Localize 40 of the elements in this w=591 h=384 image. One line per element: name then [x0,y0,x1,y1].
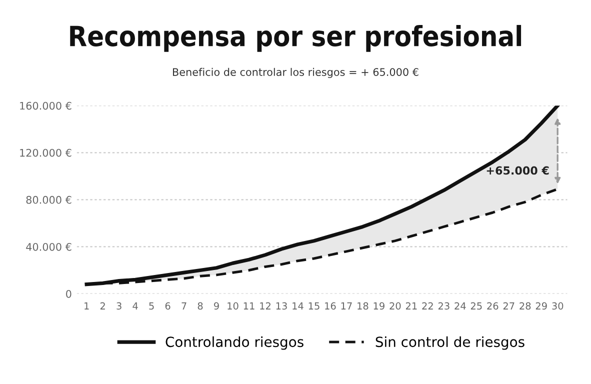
x-tick-label: 15 [308,302,320,310]
y-tick-label: 40.000 € [26,242,72,251]
x-tick-label: 9 [214,302,219,310]
x-tick-label: 16 [325,302,336,310]
x-tick-label: 3 [116,302,122,310]
y-tick-label: 120.000 € [20,148,72,157]
x-tick-label: 4 [132,302,138,310]
x-tick-label: 10 [228,302,238,310]
x-tick-label: 24 [454,302,466,310]
x-tick-label: 19 [374,302,384,310]
x-tick-label: 11 [244,302,254,310]
y-tick-label: 160.000 € [20,102,72,110]
x-tick-label: 30 [552,302,564,310]
x-tick-label: 18 [358,302,368,310]
x-tick-label: 20 [390,302,401,310]
x-tick-label: 6 [165,302,170,310]
x-tick-label: 8 [198,302,203,310]
x-tick-label: 26 [487,302,498,310]
x-tick-label: 22 [422,302,433,310]
x-tick-label: 25 [470,302,482,310]
x-tick-label: 28 [520,302,531,310]
x-tick-label: 29 [536,302,547,310]
legend-label: Sin control de riesgos [376,336,524,350]
x-tick-label: 12 [260,302,270,310]
x-tick-label: 14 [292,302,304,310]
x-tick-label: 21 [406,302,417,310]
x-tick-label: 13 [276,302,287,310]
x-tick-label: 23 [438,302,450,310]
x-tick-label: 1 [84,302,89,310]
legend-label: Controlando riesgos [166,336,304,350]
y-tick-label: 0 [66,290,72,298]
y-tick-label: 80.000 € [26,196,72,204]
x-tick-label: 2 [100,302,105,310]
x-tick-label: 7 [182,302,186,310]
x-tick-label: 5 [149,302,154,310]
chart-title: Recompensa por ser profesional [70,24,522,52]
chart-subtitle: Beneficio de controlar los riesgos = + 65.000 € [172,68,418,78]
x-tick-label: 27 [503,302,514,310]
annotation: +65.000 € [486,166,549,175]
x-tick-label: 17 [341,302,352,310]
